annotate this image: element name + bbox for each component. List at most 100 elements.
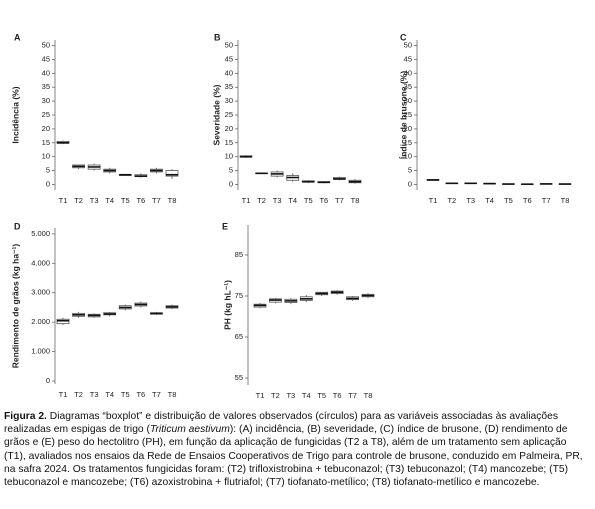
y-tick-label: 20	[404, 124, 412, 133]
x-tick-label: T5	[304, 196, 313, 205]
x-tick-label: T7	[152, 196, 161, 205]
y-axis-label: PH (kg hL⁻¹)	[222, 280, 232, 330]
y-tick-label: 4.000	[31, 258, 50, 267]
caption-species: Triticum aestivum	[149, 424, 230, 436]
x-tick-label: T7	[542, 196, 551, 205]
y-tick-label: 55	[235, 373, 243, 382]
x-tick-label: T5	[317, 391, 326, 400]
x-tick-label: T8	[168, 390, 177, 399]
caption-text: ): (A) incidência, (B) severidade, (C) í…	[4, 424, 583, 489]
x-tick-label: T6	[319, 196, 328, 205]
y-tick-label: 20	[225, 124, 233, 133]
x-tick-label: T2	[257, 196, 266, 205]
y-tick-label: 10	[42, 152, 50, 161]
x-tick-label: T3	[466, 196, 475, 205]
y-tick-label: 15	[42, 138, 50, 147]
x-tick-label: T7	[348, 391, 357, 400]
y-tick-label: 5	[408, 166, 412, 175]
panel-letter: A	[14, 32, 21, 42]
y-tick-label: 65	[235, 332, 243, 341]
caption-text: Diagramas “boxplot” e distribuição de va…	[4, 411, 559, 436]
x-tick-label: T7	[152, 390, 161, 399]
x-tick-label: T3	[90, 390, 99, 399]
x-tick-label: T5	[504, 196, 513, 205]
y-tick-label: 45	[42, 54, 50, 63]
x-tick-label: T6	[136, 390, 145, 399]
y-tick-label: 5	[46, 166, 50, 175]
y-tick-label: 1.000	[31, 347, 50, 356]
x-tick-label: T2	[271, 391, 280, 400]
panel-letter: D	[14, 221, 21, 231]
y-tick-label: 5	[229, 166, 233, 175]
y-tick-label: 25	[404, 110, 412, 119]
box	[165, 170, 179, 177]
x-tick-label: T1	[242, 196, 251, 205]
x-tick-label: T3	[90, 196, 99, 205]
x-tick-label: T8	[351, 196, 360, 205]
y-axis-label: Rendimento de grãos (kg ha⁻¹)	[10, 244, 20, 369]
x-tick-label: T4	[105, 196, 114, 205]
x-tick-label: T1	[429, 196, 438, 205]
x-tick-label: T8	[561, 196, 570, 205]
x-tick-label: T4	[485, 196, 494, 205]
y-tick-label: 85	[235, 250, 243, 259]
y-tick-label: 30	[404, 96, 412, 105]
caption: Figura 2. Diagramas “boxplot” e distribu…	[4, 410, 586, 489]
y-axis-label: Incidência (%)	[10, 86, 20, 143]
y-axis-label: Índice de brusone (%)	[398, 71, 408, 159]
y-tick-label: 50	[404, 41, 412, 50]
x-tick-label: T3	[286, 391, 295, 400]
y-tick-label: 5.000	[31, 229, 50, 238]
y-tick-label: 3.000	[31, 288, 50, 297]
x-tick-label: T6	[136, 196, 145, 205]
y-tick-label: 35	[225, 82, 233, 91]
x-tick-label: T1	[256, 391, 265, 400]
panel-letter: B	[214, 32, 221, 42]
x-tick-label: T4	[288, 196, 297, 205]
x-tick-label: T8	[168, 196, 177, 205]
y-tick-label: 40	[225, 68, 233, 77]
y-tick-label: 15	[225, 138, 233, 147]
y-axis-label: Severidade (%)	[211, 84, 221, 145]
caption-label: Figura 2.	[4, 411, 47, 422]
y-tick-label: 30	[225, 96, 233, 105]
x-tick-label: T2	[74, 390, 83, 399]
y-tick-label: 25	[225, 110, 233, 119]
y-tick-label: 25	[42, 110, 50, 119]
x-tick-label: T2	[74, 196, 83, 205]
y-tick-label: 0	[46, 179, 50, 188]
y-tick-label: 35	[404, 82, 412, 91]
panel-letter: E	[222, 221, 228, 231]
x-tick-label: T5	[121, 390, 130, 399]
y-tick-label: 0	[229, 179, 233, 188]
x-tick-label: T6	[333, 391, 342, 400]
y-tick-label: 50	[42, 41, 50, 50]
x-tick-label: T3	[273, 196, 282, 205]
y-tick-label: 0	[408, 179, 412, 188]
x-tick-label: T8	[364, 391, 373, 400]
y-tick-label: 2.000	[31, 317, 50, 326]
y-tick-label: 45	[225, 54, 233, 63]
x-tick-label: T1	[59, 390, 68, 399]
y-tick-label: 10	[404, 152, 412, 161]
y-tick-label: 35	[42, 82, 50, 91]
y-tick-label: 75	[235, 291, 243, 300]
panel-letter: C	[400, 32, 407, 42]
x-tick-label: T1	[59, 196, 68, 205]
x-tick-label: T5	[121, 196, 130, 205]
x-tick-label: T4	[302, 391, 311, 400]
y-tick-label: 20	[42, 124, 50, 133]
y-tick-label: 0	[46, 376, 50, 385]
y-tick-label: 45	[404, 54, 412, 63]
y-tick-label: 15	[404, 138, 412, 147]
x-tick-label: T2	[447, 196, 456, 205]
y-tick-label: 10	[225, 152, 233, 161]
y-tick-label: 40	[404, 68, 412, 77]
x-tick-label: T6	[523, 196, 532, 205]
x-tick-label: T7	[335, 196, 344, 205]
x-tick-label: T4	[105, 390, 114, 399]
y-tick-label: 30	[42, 96, 50, 105]
y-tick-label: 40	[42, 68, 50, 77]
